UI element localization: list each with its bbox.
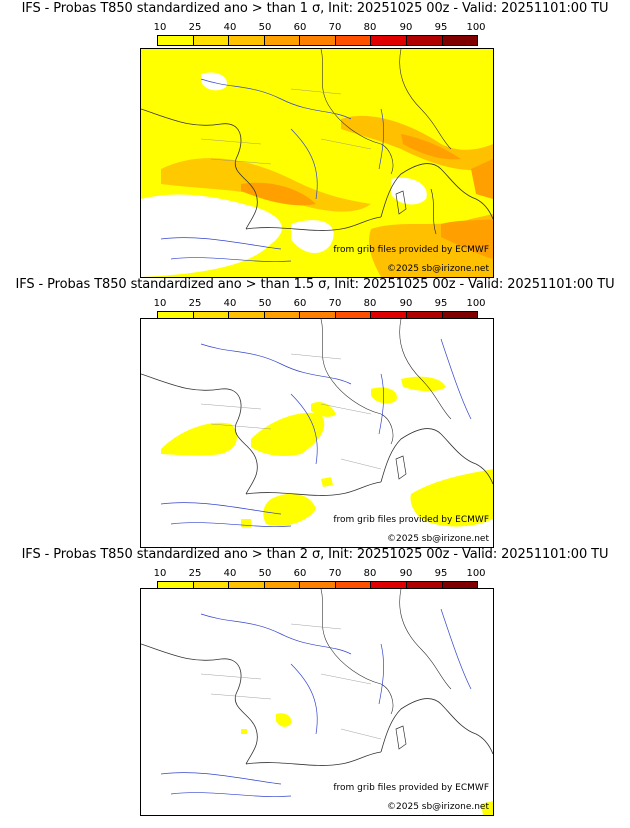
panel-title: IFS - Probas T850 standardized ano > tha…: [21, 1, 609, 16]
map-graphic: [141, 589, 493, 815]
colorbar-segment: [229, 312, 265, 321]
colorbar-segment: [406, 312, 443, 321]
map-graphic: [141, 49, 493, 277]
colorbar: [157, 35, 478, 46]
data-source-credit: from grib files provided by ECMWF: [333, 515, 489, 525]
colorbar-segment: [300, 312, 336, 321]
colorbar-segment: [229, 36, 265, 45]
colorbar-ticks: 10 25 40 50 60 70 80 90 95 100: [140, 568, 490, 580]
colorbar-segment: [406, 582, 443, 591]
colorbar-tick: 100: [466, 568, 486, 579]
colorbar-segment: [442, 312, 478, 321]
colorbar-tick: 40: [223, 568, 237, 579]
colorbar-segment: [442, 582, 478, 591]
colorbar-segment: [300, 36, 336, 45]
colorbar-segment: [335, 36, 372, 45]
colorbar-tick: 100: [466, 22, 486, 33]
colorbar-segment: [264, 36, 301, 45]
colorbar-segment: [193, 36, 230, 45]
colorbar-tick: 40: [223, 22, 237, 33]
colorbar-tick: 70: [328, 298, 342, 309]
colorbar-segment: [371, 36, 407, 45]
colorbar-tick: 90: [399, 298, 413, 309]
colorbar-segment: [193, 582, 230, 591]
colorbar-tick: 50: [258, 22, 272, 33]
data-source-credit: from grib files provided by ECMWF: [333, 783, 489, 793]
colorbar-segment: [158, 312, 194, 321]
panel-title: IFS - Probas T850 standardized ano > tha…: [15, 277, 615, 292]
colorbar-tick: 70: [328, 568, 342, 579]
colorbar-tick: 40: [223, 298, 237, 309]
colorbar-tick: 80: [363, 22, 377, 33]
probability-panel-1-5sigma: IFS - Probas T850 standardized ano > tha…: [0, 276, 630, 552]
colorbar-segment: [229, 582, 265, 591]
colorbar-tick: 95: [434, 568, 448, 579]
panel-title: IFS - Probas T850 standardized ano > tha…: [21, 547, 609, 562]
copyright-credit: ©2025 sb@irizone.net: [387, 264, 489, 274]
colorbar-tick: 90: [399, 568, 413, 579]
colorbar-tick: 100: [466, 298, 486, 309]
copyright-credit: ©2025 sb@irizone.net: [387, 802, 489, 812]
colorbar-tick: 10: [153, 568, 167, 579]
colorbar-tick: 50: [258, 298, 272, 309]
colorbar-tick: 95: [434, 298, 448, 309]
colorbar-tick: 25: [188, 22, 202, 33]
probability-panel-1sigma: IFS - Probas T850 standardized ano > tha…: [0, 0, 630, 278]
colorbar-segment: [335, 582, 372, 591]
colorbar-segment: [371, 312, 407, 321]
colorbar-tick: 80: [363, 568, 377, 579]
colorbar-tick: 60: [293, 298, 307, 309]
colorbar-tick: 70: [328, 22, 342, 33]
colorbar-tick: 60: [293, 22, 307, 33]
colorbar-tick: 25: [188, 568, 202, 579]
probability-map: from grib files provided by ECMWF ©2025 …: [140, 588, 494, 816]
copyright-credit: ©2025 sb@irizone.net: [387, 534, 489, 544]
colorbar-segment: [371, 582, 407, 591]
probability-map: from grib files provided by ECMWF ©2025 …: [140, 48, 494, 278]
colorbar-segment: [335, 312, 372, 321]
colorbar-tick: 10: [153, 22, 167, 33]
colorbar-ticks: 10 25 40 50 60 70 80 90 95 100: [140, 22, 490, 34]
colorbar-segment: [264, 312, 301, 321]
colorbar-tick: 25: [188, 298, 202, 309]
colorbar-segment: [158, 36, 194, 45]
colorbar-segment: [264, 582, 301, 591]
colorbar-tick: 90: [399, 22, 413, 33]
colorbar-tick: 95: [434, 22, 448, 33]
probability-map: from grib files provided by ECMWF ©2025 …: [140, 318, 494, 548]
colorbar-tick: 10: [153, 298, 167, 309]
colorbar-tick: 60: [293, 568, 307, 579]
colorbar-segment: [193, 312, 230, 321]
colorbar-segment: [300, 582, 336, 591]
colorbar-ticks: 10 25 40 50 60 70 80 90 95 100: [140, 298, 490, 310]
colorbar-tick: 50: [258, 568, 272, 579]
colorbar-segment: [158, 582, 194, 591]
data-source-credit: from grib files provided by ECMWF: [333, 245, 489, 255]
map-graphic: [141, 319, 493, 547]
probability-panel-2sigma: IFS - Probas T850 standardized ano > tha…: [0, 546, 630, 822]
colorbar-segment: [406, 36, 443, 45]
colorbar-segment: [442, 36, 478, 45]
colorbar-tick: 80: [363, 298, 377, 309]
